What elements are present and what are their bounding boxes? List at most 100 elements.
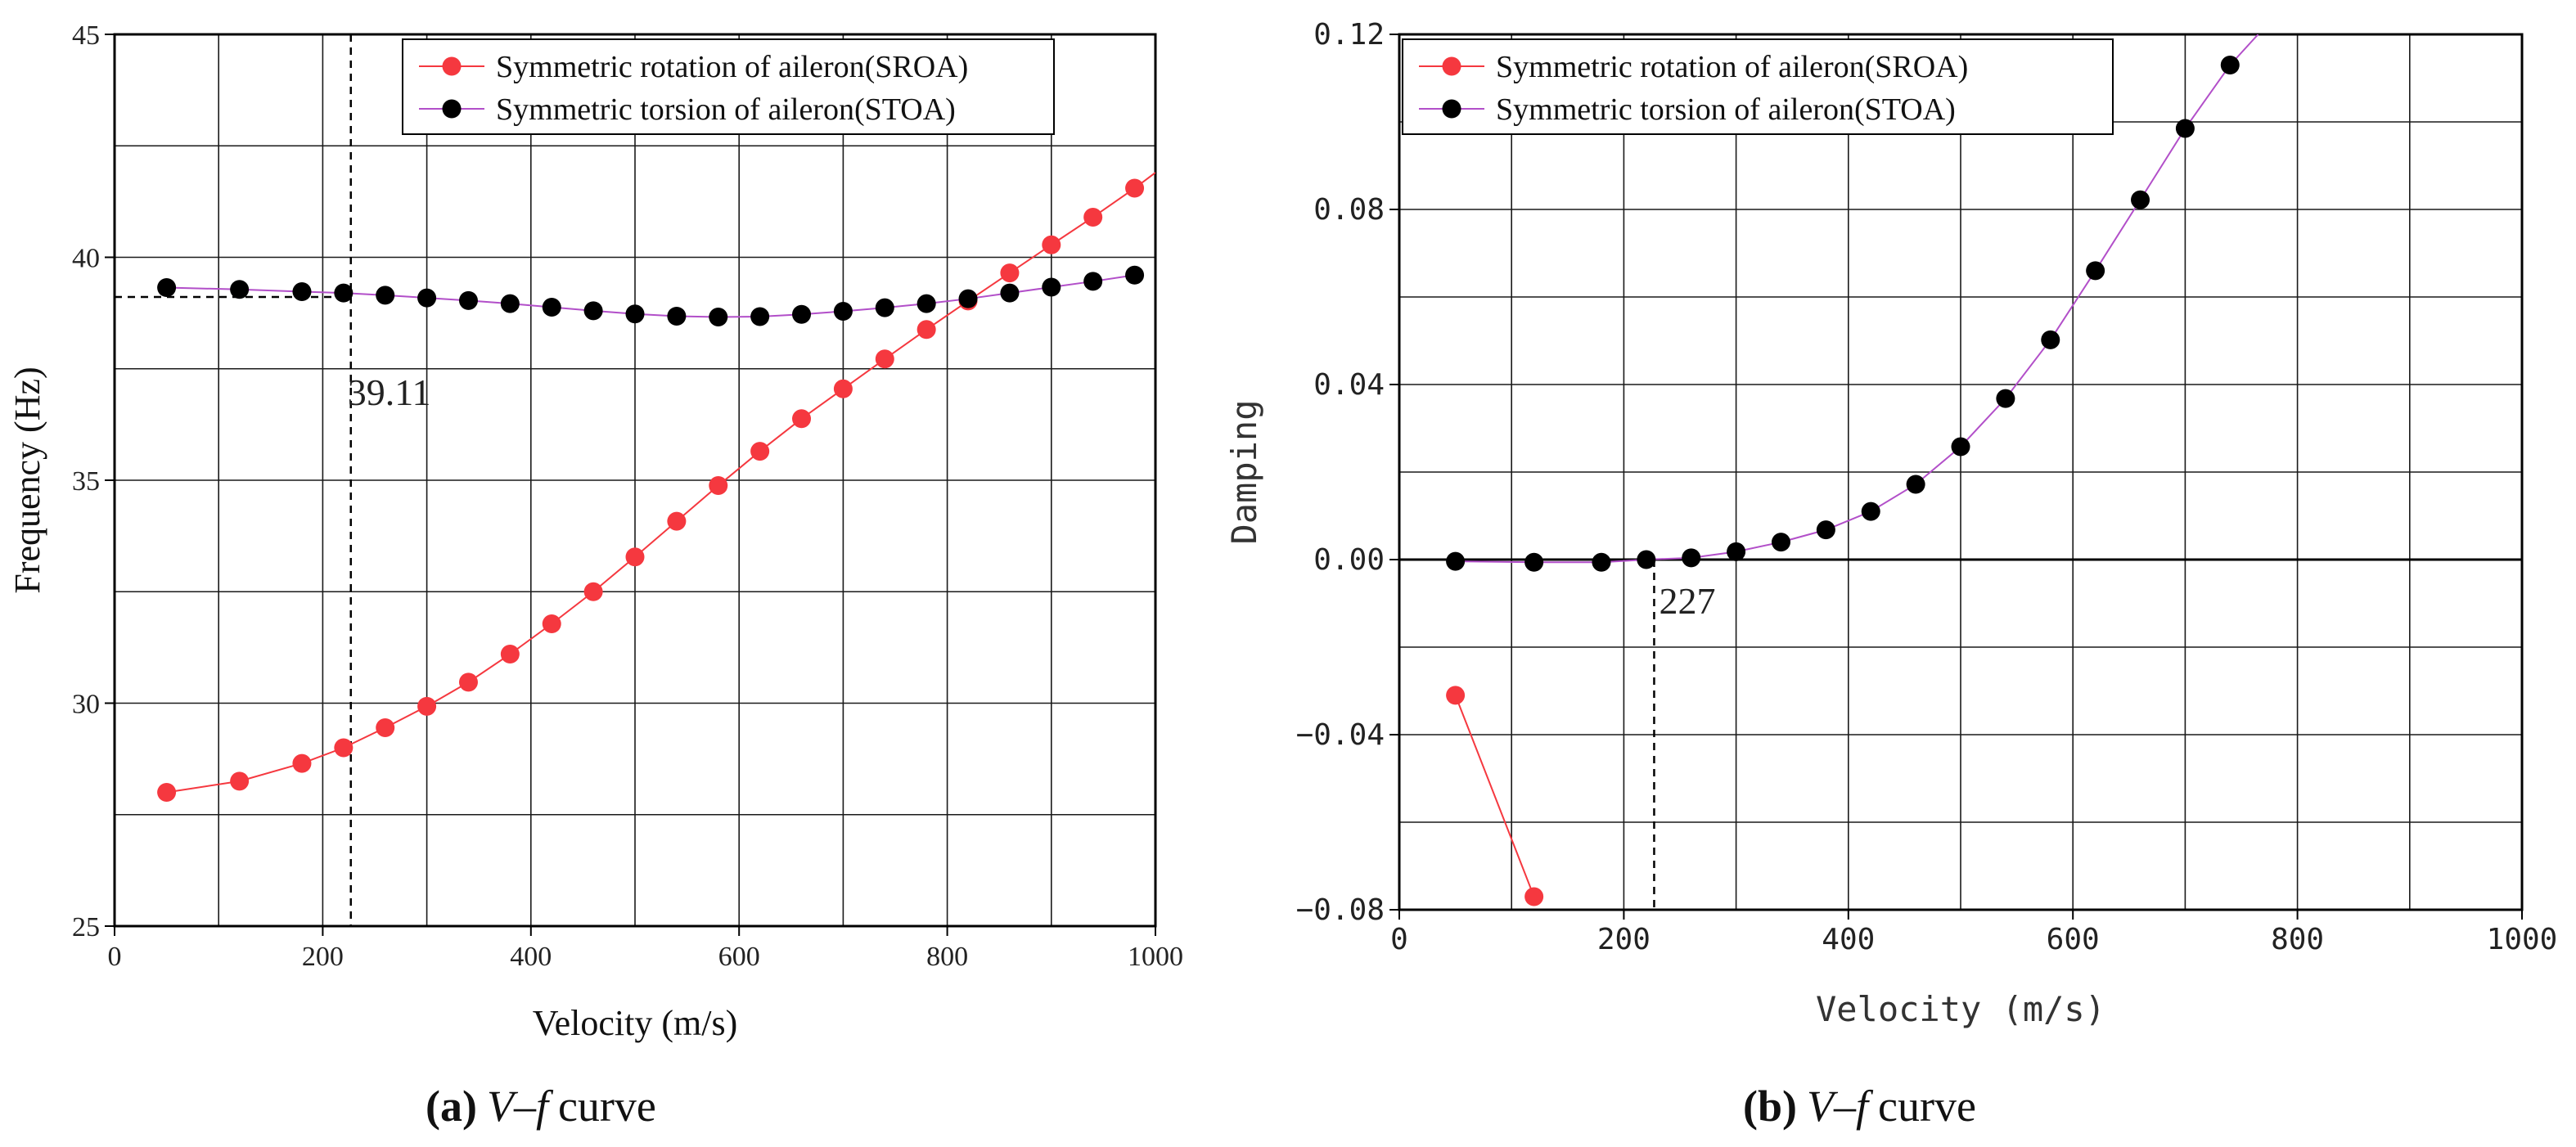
caption-label: (b) [1743, 1082, 1797, 1131]
series-stoa [1446, 34, 2259, 572]
plot-frame [1398, 33, 2524, 911]
data-point [792, 304, 812, 324]
y-axis-title: Frequency (Hz) [7, 367, 47, 593]
legend: Symmetric rotation of aileron(SROA) Symme… [1402, 38, 2114, 135]
data-point [833, 301, 853, 321]
data-point [500, 645, 520, 664]
legend-marker [1442, 99, 1461, 119]
x-tick-label: 800 [926, 942, 968, 972]
legend-marker [1442, 56, 1461, 76]
x-tick-label: 600 [718, 942, 760, 972]
data-point [750, 307, 770, 326]
x-tick-label: 400 [510, 942, 552, 972]
x-tick-label: 600 [2047, 923, 2100, 956]
x-tick-label: 800 [2271, 923, 2324, 956]
data-point [542, 298, 561, 317]
figure-caption: (a) V–f curve [426, 1082, 656, 1131]
legend: Symmetric rotation of aileron(SROA) Symme… [402, 38, 1055, 135]
data-point [417, 696, 437, 716]
x-tick-label: 0 [1390, 923, 1408, 956]
data-point [1446, 551, 1466, 571]
data-point [1000, 283, 1020, 303]
data-point [625, 547, 645, 567]
data-point [792, 409, 812, 429]
legend-marker [442, 99, 462, 119]
data-point [750, 442, 770, 461]
x-axis-title: Velocity (m/s) [1816, 989, 2105, 1029]
caption-italic: V–f [487, 1082, 554, 1131]
data-point [2086, 261, 2105, 281]
y-tick-label: 0.12 [1313, 18, 1385, 52]
caption-label: (a) [426, 1082, 477, 1131]
data-point [2041, 330, 2060, 349]
series-stoa [157, 265, 1145, 327]
legend-entry: Symmetric torsion of aileron(STOA) [1496, 92, 1956, 127]
data-point [1996, 389, 2015, 408]
data-point [667, 306, 687, 326]
data-point [1125, 265, 1145, 285]
annotation-label: 227 [1659, 580, 1715, 622]
data-point [417, 288, 437, 308]
legend-entry: Symmetric rotation of aileron(SROA) [496, 50, 968, 84]
data-point [709, 476, 728, 496]
series-sroa [157, 172, 1155, 802]
data-point [1592, 552, 1611, 572]
data-point [230, 771, 250, 791]
data-point [334, 738, 354, 758]
caption-rest: curve [1878, 1082, 1976, 1131]
annotation-label: 39.11 [348, 371, 431, 413]
data-point [334, 283, 354, 303]
data-point [667, 511, 687, 531]
data-point [1906, 475, 1925, 494]
y-tick-label: 30 [72, 690, 100, 720]
data-point [916, 320, 936, 340]
y-tick-label: 0.08 [1313, 193, 1385, 227]
data-point [2131, 190, 2150, 209]
legend-marker [442, 56, 462, 76]
x-axis-title: Velocity (m/s) [533, 1003, 738, 1043]
legend-box [1402, 38, 2114, 135]
data-point [1524, 887, 1544, 906]
legend-box [402, 38, 1055, 135]
y-tick-label: 40 [72, 244, 100, 274]
data-point [292, 753, 312, 773]
chart-panel-a: 0 200 400 600 800 1000 25 30 35 40 45 Velocity (m/s… [7, 20, 1183, 1131]
data-point [458, 672, 478, 692]
data-point [1861, 502, 1880, 521]
data-point [1951, 437, 1970, 457]
y-tick-label: 35 [72, 466, 100, 497]
chart-panel-b: 0 200 400 600 800 1000 −0.08 −0.04 0.00 0.04 0.08 0… [1224, 18, 2557, 1131]
data-point [583, 582, 603, 601]
data-point [709, 308, 728, 327]
data-point [1524, 552, 1544, 572]
data-point [1042, 235, 1061, 254]
x-tick-label: 1000 [2487, 923, 2558, 956]
data-point [875, 298, 894, 317]
x-tick-label: 200 [302, 942, 344, 972]
data-point [583, 301, 603, 321]
y-axis-title: Damping [1224, 399, 1264, 544]
data-point [1771, 533, 1790, 552]
data-point [1446, 686, 1466, 705]
y-tick-label: 45 [72, 20, 100, 51]
x-tick-label: 0 [108, 942, 122, 972]
caption-rest: curve [558, 1082, 656, 1131]
data-point [542, 614, 561, 633]
data-point [1000, 263, 1020, 283]
data-point [1816, 520, 1835, 540]
data-point [958, 289, 978, 308]
legend-entry: Symmetric rotation of aileron(SROA) [1496, 50, 1968, 84]
x-tick-label: 200 [1597, 923, 1651, 956]
x-tick-label: 400 [1822, 923, 1875, 956]
data-point [157, 278, 177, 298]
y-tick-label: −0.08 [1296, 893, 1385, 927]
data-point [916, 294, 936, 313]
data-point [1682, 548, 1701, 568]
y-tick-label: 0.04 [1313, 368, 1385, 402]
data-point [376, 286, 395, 305]
data-point [376, 717, 395, 737]
data-point [230, 280, 250, 299]
data-point [292, 281, 312, 301]
data-point [625, 304, 645, 324]
